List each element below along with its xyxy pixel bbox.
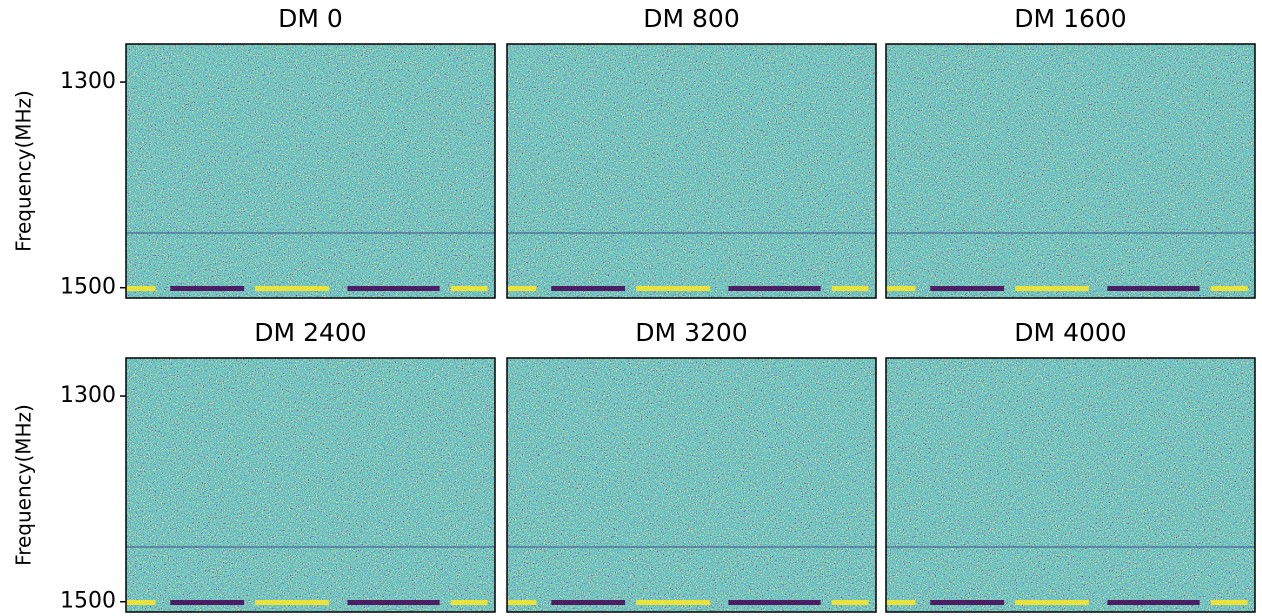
rfi-line (126, 232, 495, 234)
y-tick-label: 1500 (60, 589, 116, 614)
panel-title: DM 2400 (254, 318, 366, 347)
y-tick-label: 1500 (60, 275, 116, 300)
rfi-band (930, 600, 1004, 605)
rfi-band (255, 286, 329, 291)
spectrogram-noise (507, 44, 876, 298)
rfi-band (347, 600, 439, 605)
rfi-band (551, 600, 625, 605)
y-tick-label: 1300 (60, 383, 116, 408)
rfi-band (507, 286, 537, 291)
rfi-band (728, 286, 820, 291)
rfi-band (170, 600, 244, 605)
rfi-band (636, 600, 710, 605)
panel-title: DM 3200 (635, 318, 747, 347)
rfi-line (886, 546, 1255, 548)
rfi-band (347, 286, 439, 291)
y-axis-label: Frequency(MHz) (12, 404, 36, 566)
rfi-band (832, 286, 869, 291)
rfi-band (886, 600, 916, 605)
figure: DM 0 1300 1500 Frequency(MHz) DM 800 DM 1600 D… (0, 0, 1262, 616)
y-tick-label: 1300 (60, 69, 116, 94)
rfi-band (1211, 286, 1248, 291)
rfi-band (170, 286, 244, 291)
spectrogram-noise (126, 44, 495, 298)
rfi-band (1107, 600, 1199, 605)
spectrogram-noise (886, 358, 1255, 612)
spectrogram-noise (507, 358, 876, 612)
y-axis-label: Frequency(MHz) (12, 90, 36, 252)
rfi-band (551, 286, 625, 291)
panel-title: DM 0 (278, 4, 343, 33)
rfi-line (507, 546, 876, 548)
rfi-band (636, 286, 710, 291)
rfi-band (1015, 600, 1089, 605)
rfi-band (1211, 600, 1248, 605)
rfi-band (255, 600, 329, 605)
panel-title: DM 1600 (1014, 4, 1126, 33)
panel-title: DM 4000 (1014, 318, 1126, 347)
panel-title: DM 800 (643, 4, 739, 33)
rfi-line (507, 232, 876, 234)
rfi-band (930, 286, 1004, 291)
rfi-band (1015, 286, 1089, 291)
rfi-band (832, 600, 869, 605)
rfi-band (451, 600, 488, 605)
spectrogram-noise (126, 358, 495, 612)
rfi-band (451, 286, 488, 291)
rfi-line (886, 232, 1255, 234)
rfi-band (728, 600, 820, 605)
rfi-band (126, 286, 156, 291)
rfi-band (126, 600, 156, 605)
spectrogram-noise (886, 44, 1255, 298)
rfi-band (507, 600, 537, 605)
rfi-band (1107, 286, 1199, 291)
rfi-band (886, 286, 916, 291)
rfi-line (126, 546, 495, 548)
